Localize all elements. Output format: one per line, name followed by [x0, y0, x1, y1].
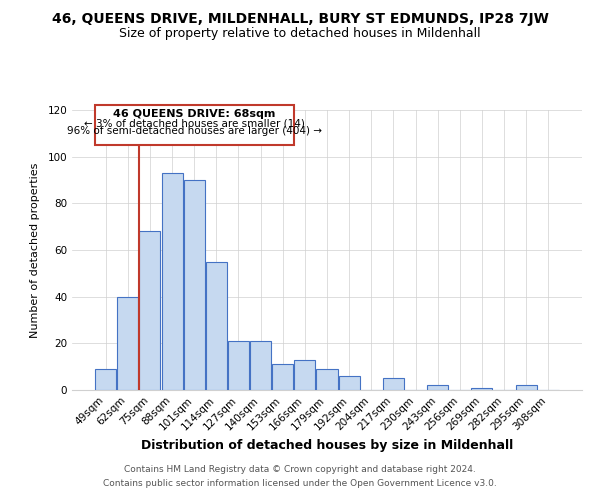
- Bar: [295, 360, 316, 390]
- Bar: [184, 180, 205, 390]
- X-axis label: Distribution of detached houses by size in Mildenhall: Distribution of detached houses by size …: [141, 438, 513, 452]
- Bar: [118, 296, 139, 390]
- Text: 46 QUEENS DRIVE: 68sqm: 46 QUEENS DRIVE: 68sqm: [113, 109, 275, 119]
- Bar: [316, 369, 338, 390]
- Bar: [515, 386, 536, 390]
- Bar: [472, 388, 493, 390]
- Bar: [272, 364, 293, 390]
- Bar: [95, 369, 116, 390]
- Bar: [250, 341, 271, 390]
- Bar: [427, 386, 448, 390]
- Bar: [383, 378, 404, 390]
- Bar: [139, 232, 160, 390]
- Bar: [206, 262, 227, 390]
- Bar: [161, 173, 182, 390]
- Text: Size of property relative to detached houses in Mildenhall: Size of property relative to detached ho…: [119, 28, 481, 40]
- Text: 46, QUEENS DRIVE, MILDENHALL, BURY ST EDMUNDS, IP28 7JW: 46, QUEENS DRIVE, MILDENHALL, BURY ST ED…: [52, 12, 548, 26]
- Text: Contains HM Land Registry data © Crown copyright and database right 2024.
Contai: Contains HM Land Registry data © Crown c…: [103, 466, 497, 487]
- Text: 96% of semi-detached houses are larger (404) →: 96% of semi-detached houses are larger (…: [67, 126, 322, 136]
- Bar: [338, 376, 359, 390]
- Text: ← 3% of detached houses are smaller (14): ← 3% of detached houses are smaller (14): [84, 118, 305, 128]
- Y-axis label: Number of detached properties: Number of detached properties: [31, 162, 40, 338]
- FancyBboxPatch shape: [95, 106, 294, 145]
- Bar: [228, 341, 249, 390]
